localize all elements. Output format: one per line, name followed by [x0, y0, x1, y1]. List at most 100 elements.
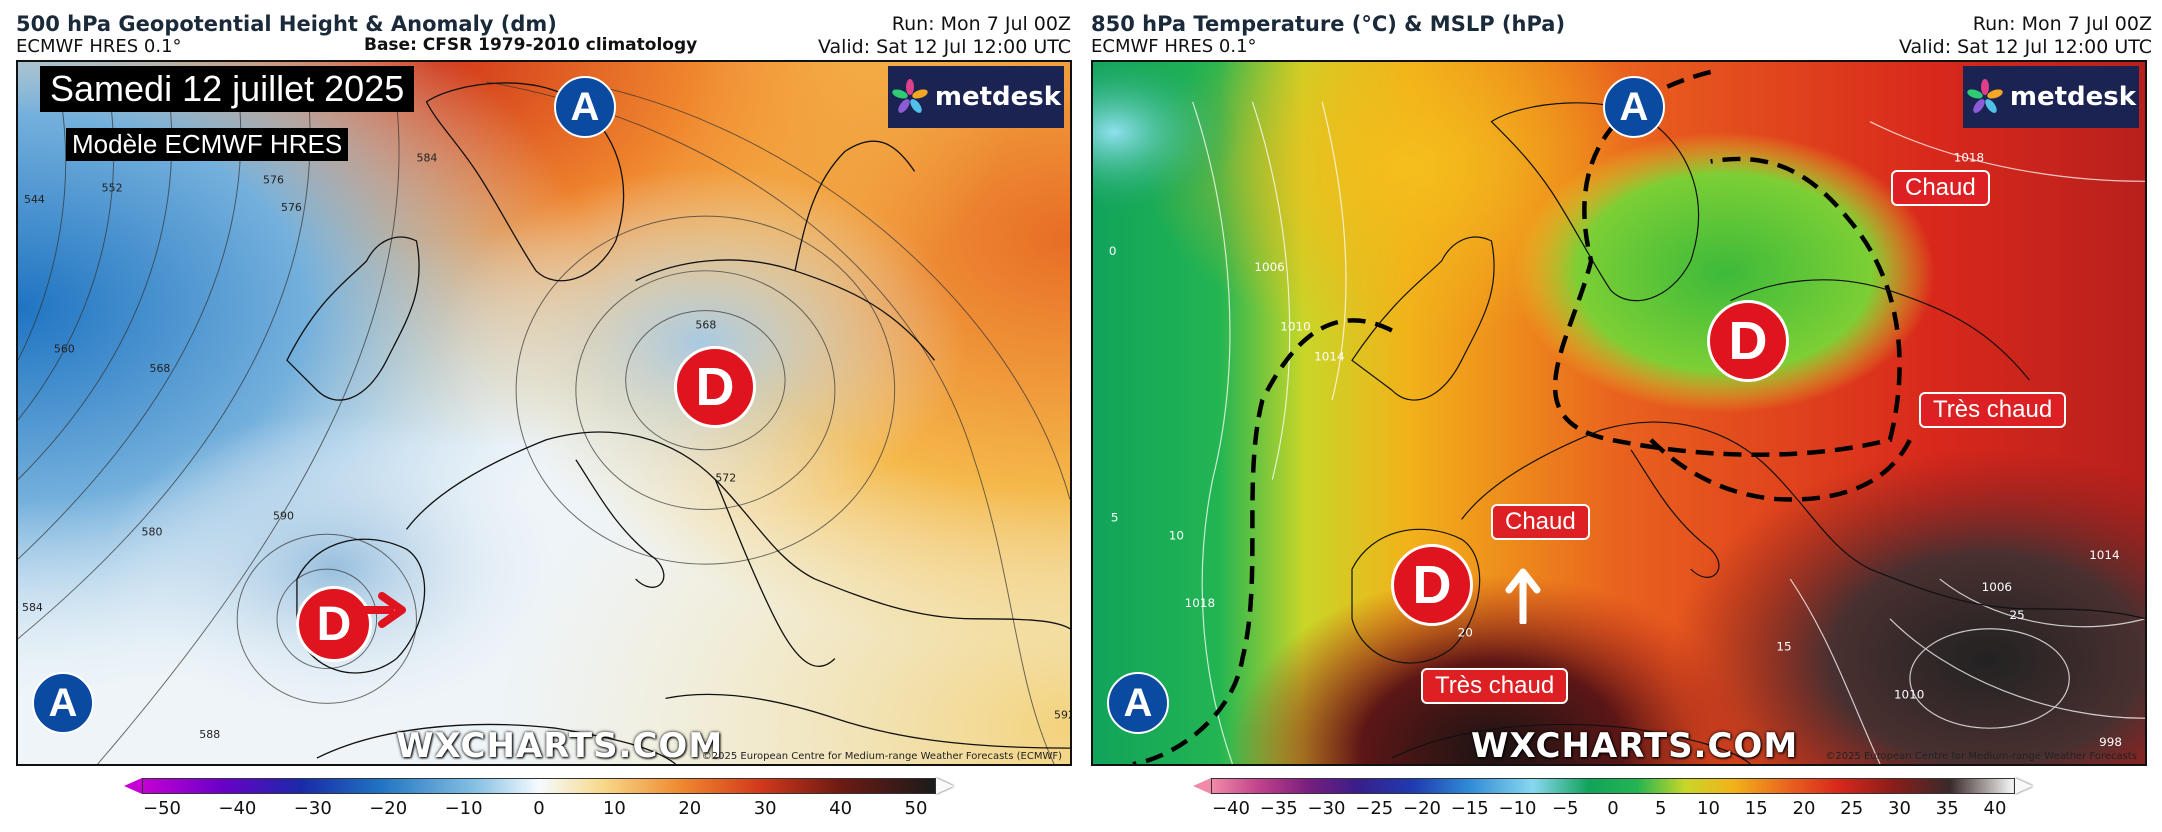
- contour-label: 580: [142, 525, 163, 538]
- colorbar-tick: −20: [369, 798, 408, 819]
- contour-label: 592: [1054, 708, 1070, 721]
- valid-label: Valid: Sat 12 Jul 12:00 UTC: [1898, 36, 2152, 58]
- panel-title: 850 hPa Temperature (°C) & MSLP (hPa): [1091, 12, 1566, 36]
- contour-label: 568: [150, 362, 171, 375]
- contour-label: 584: [22, 601, 43, 614]
- contour-label: 1018: [1954, 150, 1984, 164]
- contour-label: 1006: [1982, 580, 2012, 594]
- colorbar-tick: 40: [1983, 798, 2007, 819]
- warm-label: Chaud: [1891, 170, 1990, 206]
- colorbar-tick: −25: [1355, 798, 1394, 819]
- contour-label: 10: [1169, 528, 1184, 542]
- contour-label: 560: [54, 342, 75, 355]
- colorbar-tick: 0: [533, 798, 545, 819]
- very-warm-label: Très chaud: [1421, 668, 1569, 704]
- colorbar-tick: 50: [904, 798, 928, 819]
- watermark: WXCHARTS.COM: [396, 726, 724, 766]
- contour-label: 0: [1109, 244, 1117, 258]
- high-pressure-marker: A: [554, 76, 616, 138]
- date-overlay: Samedi 12 juillet 2025: [40, 66, 415, 112]
- copyright-note: ©2025 European Centre for Medium-range W…: [701, 751, 1062, 762]
- metdesk-text: metdesk: [2009, 82, 2137, 112]
- colorbar-tick: 20: [678, 798, 702, 819]
- contour-label: 568: [695, 318, 716, 331]
- contour-label: 998: [2099, 735, 2122, 749]
- contour-label: 584: [416, 151, 437, 164]
- run-label: Run: Mon 7 Jul 00Z: [891, 13, 1071, 35]
- colorbar-tick: −35: [1259, 798, 1298, 819]
- temperature-colorbar: [1193, 778, 2033, 794]
- colorbar-tick: −40: [1212, 798, 1250, 819]
- colorbar-tick: 25: [1840, 798, 1864, 819]
- colorbar-tick: −30: [293, 798, 332, 819]
- colorbar-tick: 35: [1935, 798, 1959, 819]
- colorbar-tick: 0: [1607, 798, 1619, 819]
- run-label: Run: Mon 7 Jul 00Z: [1972, 13, 2152, 35]
- contour-label: 576: [263, 173, 284, 186]
- contour-label: 576: [281, 201, 302, 214]
- colorbar-tick: −20: [1403, 798, 1441, 819]
- contour-label: 1006: [1254, 260, 1284, 274]
- contour-label: 590: [273, 509, 294, 522]
- colorbar-tick: 40: [829, 798, 853, 819]
- colorbar-tick: 20: [1792, 798, 1816, 819]
- colorbar-tick: 30: [753, 798, 777, 819]
- contour-label: 572: [715, 472, 736, 485]
- low-pressure-marker: D: [674, 346, 756, 428]
- low-pressure-marker: D: [1391, 544, 1473, 626]
- low-pressure-marker: D: [1707, 300, 1789, 382]
- panel-title: 500 hPa Geopotential Height & Anomaly (d…: [16, 12, 557, 36]
- geopotential-panel: 500 hPa Geopotential Height & Anomaly (d…: [16, 12, 1072, 820]
- contour-label: 15: [1776, 640, 1791, 654]
- right-arrow-icon: [354, 592, 406, 628]
- anomaly-colorbar-ticks: −50 −40 −30 −20 −10 0 10 20 30 40 50: [143, 798, 927, 820]
- colorbar-tick: −5: [1551, 798, 1579, 819]
- metdesk-flower-icon: [1967, 79, 2003, 113]
- contour-label: 544: [24, 193, 45, 206]
- colorbar-tick: −10: [1498, 798, 1537, 819]
- colorbar-tick: 5: [1655, 798, 1667, 819]
- colorbar-tick: −40: [218, 798, 257, 819]
- contour-label: 1018: [1185, 596, 1215, 610]
- metdesk-flower-icon: [892, 79, 928, 113]
- base-label: Base: CFSR 1979-2010 climatology: [364, 35, 698, 55]
- contour-label: 1010: [1280, 319, 1310, 333]
- contour-label: 588: [199, 728, 220, 741]
- watermark: WXCHARTS.COM: [1471, 726, 1799, 766]
- colorbar-tick: −10: [444, 798, 483, 819]
- model-label: ECMWF HRES 0.1°: [16, 36, 182, 57]
- anomaly-colorbar: [124, 778, 954, 794]
- geopotential-map: 544 552 560 568 576 576 580 584 588 590 …: [16, 60, 1072, 766]
- colorbar-tick: 15: [1744, 798, 1768, 819]
- copyright-note: ©2025 European Centre for Medium-range W…: [1825, 751, 2137, 762]
- model-overlay: Modèle ECMWF HRES: [66, 128, 349, 161]
- contour-label: 552: [102, 181, 123, 194]
- anomaly-field: 544 552 560 568 576 576 580 584 588 590 …: [18, 62, 1070, 764]
- metdesk-logo: metdesk: [1963, 66, 2139, 128]
- colorbar-tick: −30: [1307, 798, 1346, 819]
- metdesk-text: metdesk: [934, 82, 1062, 112]
- up-arrow-icon: [1505, 568, 1541, 624]
- temperature-colorbar-ticks: −40 −35 −30 −25 −20 −15 −10 −5 0 5 10 15…: [1212, 798, 2006, 820]
- colorbar-tick: −50: [143, 798, 181, 819]
- contour-label: 1010: [1894, 687, 1924, 701]
- valid-label: Valid: Sat 12 Jul 12:00 UTC: [817, 36, 1071, 58]
- metdesk-logo: metdesk: [888, 66, 1064, 128]
- contour-label: 5: [1111, 510, 1119, 524]
- low-pressure-marker: D: [296, 586, 372, 662]
- temperature-map: 1006 1010 1014 1018 1018 1014 1010 1006 …: [1091, 60, 2147, 766]
- contour-label: 20: [1458, 626, 1473, 640]
- colorbar-tick: 10: [602, 798, 626, 819]
- very-warm-label: Très chaud: [1919, 392, 2067, 428]
- high-pressure-marker: A: [32, 672, 94, 734]
- model-label: ECMWF HRES 0.1°: [1091, 36, 1257, 57]
- high-pressure-marker: A: [1603, 76, 1665, 138]
- temperature-panel: 850 hPa Temperature (°C) & MSLP (hPa) EC…: [1081, 0, 2162, 832]
- colorbar-tick: 10: [1697, 798, 1720, 819]
- high-pressure-marker: A: [1107, 672, 1169, 734]
- colorbar-tick: 30: [1888, 798, 1911, 819]
- contour-label: 25: [2010, 608, 2025, 622]
- contour-label: 1014: [1314, 349, 1344, 363]
- colorbar-tick: −15: [1450, 798, 1489, 819]
- warm-label: Chaud: [1491, 504, 1590, 540]
